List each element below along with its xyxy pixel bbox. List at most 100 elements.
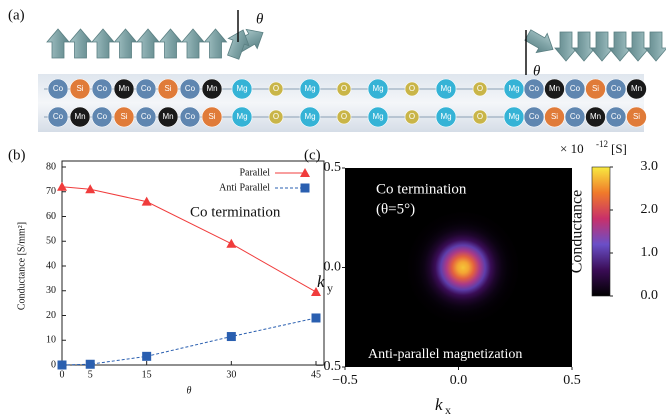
atom-label: Mg	[372, 84, 383, 93]
atom-label: Si	[76, 84, 83, 93]
atom-label: Mg	[440, 84, 451, 93]
spin-arrow	[137, 29, 159, 58]
panel-label: (c)	[304, 147, 321, 163]
atom-label: Co	[141, 112, 152, 121]
atom-label: Mn	[206, 84, 217, 93]
atom-label: Mn	[590, 112, 601, 121]
y-axis-label: k	[317, 272, 325, 291]
spin-arrow	[47, 29, 69, 58]
spin-arrow	[645, 32, 666, 61]
y-tick-label: 20	[46, 310, 56, 321]
spin-arrows	[47, 23, 666, 61]
atom-label: O	[409, 112, 415, 121]
colorbar-unit-exp: -12	[596, 139, 608, 149]
colorbar-label: Conductance	[569, 190, 586, 274]
atom-label: Co	[570, 84, 581, 93]
atom-label: Si	[120, 112, 127, 121]
atom-label: Mn	[74, 112, 85, 121]
legend-marker	[301, 184, 310, 193]
atom-label: O	[273, 112, 279, 121]
panel-label: (a)	[8, 7, 25, 23]
atom-label: O	[477, 112, 483, 121]
annotation: Co termination	[376, 181, 467, 197]
y-axis-label: Conductance [S/mm²]	[16, 222, 27, 310]
y-tick-label: 30	[46, 285, 56, 296]
series-line	[62, 187, 316, 292]
atom-label: O	[477, 84, 483, 93]
atom-label: O	[341, 112, 347, 121]
atom-label: O	[273, 84, 279, 93]
colorbar	[592, 167, 610, 296]
marker	[86, 360, 95, 369]
marker	[58, 361, 67, 370]
atom-label: Mn	[118, 84, 129, 93]
colorbar-tick-label: 3.0	[641, 159, 659, 174]
x-tick-label: 5	[88, 369, 93, 380]
legend-label: Parallel	[239, 167, 270, 178]
colorbar-unit-suffix: [S]	[611, 141, 627, 156]
atom-label: Co	[53, 112, 64, 121]
y-tick-label: 70	[46, 186, 56, 197]
x-axis-label: θ	[187, 385, 192, 396]
atom-label: Co	[611, 84, 622, 93]
atom-label: Co	[53, 84, 64, 93]
atom-label: Co	[97, 112, 108, 121]
atom-label: Co	[185, 84, 196, 93]
atom-label: Mn	[631, 84, 642, 93]
atom-label: O	[409, 84, 415, 93]
spin-arrow	[160, 29, 182, 58]
y-tick-label: 0.0	[324, 260, 342, 275]
x-tick-label: −0.5	[332, 373, 357, 388]
marker	[142, 352, 151, 361]
annotation: Anti-parallel magnetization	[368, 347, 522, 362]
atom-label: Mg	[440, 112, 451, 121]
colorbar-tick-label: 1.0	[641, 245, 659, 260]
atom-label: Mg	[304, 112, 315, 121]
atom-label: Si	[551, 112, 558, 121]
marker	[57, 182, 67, 191]
y-tick-label: 40	[46, 260, 56, 271]
spin-arrow	[522, 25, 558, 59]
y-tick-label: −0.5	[316, 359, 341, 374]
spin-arrow	[115, 29, 137, 58]
y-axis-label-sub: y	[327, 281, 333, 295]
y-tick-label: 10	[46, 335, 56, 346]
atom-label: O	[341, 84, 347, 93]
atom-label: Mg	[508, 112, 519, 121]
y-tick-label: 0	[51, 359, 56, 370]
atom-label: Si	[633, 112, 640, 121]
spin-arrow	[591, 32, 613, 61]
spin-arrow	[92, 29, 114, 58]
atom-label: Si	[164, 84, 171, 93]
legend-label: Anti Parallel	[219, 182, 270, 193]
atom-label: Mg	[304, 84, 315, 93]
atom-label: Si	[592, 84, 599, 93]
colorbar-unit: × 10	[560, 141, 584, 156]
atom-label: Mg	[508, 84, 519, 93]
x-tick-label: 0.0	[450, 373, 468, 388]
y-tick-label: 0.5	[324, 160, 342, 175]
spin-arrow	[205, 29, 227, 58]
atom-label: Co	[185, 112, 196, 121]
panel-label: (b)	[8, 147, 26, 163]
colorbar-tick-label: 2.0	[641, 202, 659, 217]
y-tick-label: 80	[46, 161, 56, 172]
marker	[227, 332, 236, 341]
x-tick-label: 15	[142, 369, 152, 380]
atom-label: Mn	[162, 112, 173, 121]
atom-label: Mg	[236, 112, 247, 121]
spin-arrow	[627, 32, 649, 61]
atom-label: Co	[97, 84, 108, 93]
x-tick-label: 0.5	[563, 373, 581, 388]
theta-label: θ	[256, 11, 264, 27]
series-line	[62, 318, 316, 365]
spin-arrow	[70, 29, 92, 58]
atom-label: Co	[529, 112, 540, 121]
spin-arrow	[182, 29, 204, 58]
atom-label: Mg	[372, 112, 383, 121]
annotation: Co termination	[190, 204, 281, 220]
x-tick-label: 0	[60, 369, 65, 380]
spin-arrow	[609, 32, 631, 61]
theta-label: θ	[533, 63, 541, 79]
annotation: (θ=5°)	[376, 201, 415, 217]
